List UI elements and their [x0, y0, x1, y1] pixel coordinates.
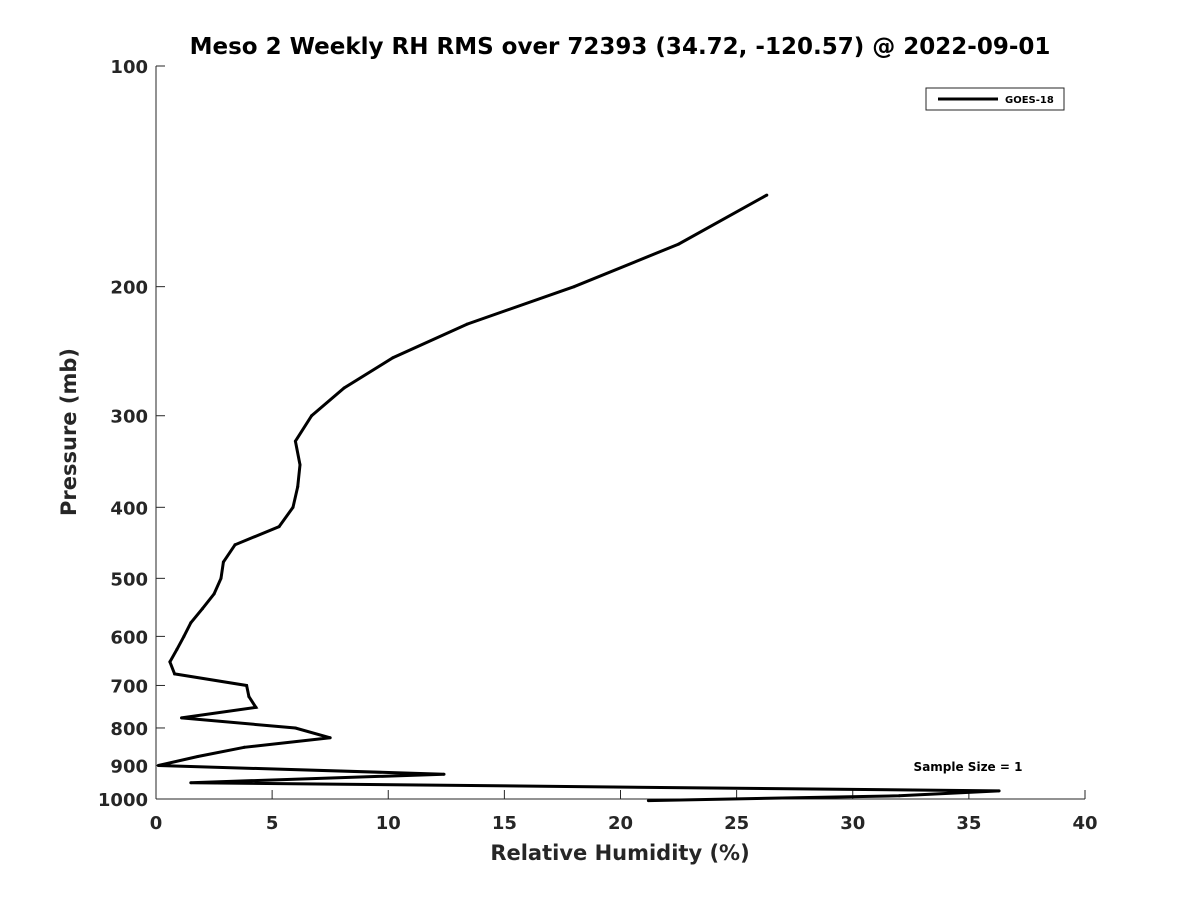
data-point	[200, 607, 204, 611]
y-tick-label: 600	[110, 627, 148, 648]
y-tick-label: 200	[110, 278, 148, 299]
x-tick-label: 25	[724, 813, 749, 834]
data-point	[897, 794, 901, 798]
data-point	[293, 439, 297, 443]
data-point	[677, 242, 681, 246]
data-point	[245, 684, 249, 687]
data-point	[168, 660, 172, 664]
data-point	[156, 764, 160, 767]
x-tick-label: 35	[956, 813, 981, 834]
data-point	[310, 414, 314, 418]
legend: GOES-18	[925, 87, 1065, 111]
data-point	[296, 485, 300, 489]
data-point	[293, 726, 297, 730]
data-point	[196, 755, 200, 758]
data-point	[242, 745, 246, 749]
x-tick-label: 40	[1072, 813, 1097, 834]
data-point	[391, 356, 395, 360]
y-tick-label: 400	[110, 498, 148, 519]
data-point	[233, 543, 237, 547]
data-point	[221, 560, 225, 564]
data-point	[247, 695, 251, 699]
data-point	[342, 386, 346, 390]
data-point	[189, 781, 193, 785]
data-point	[291, 505, 295, 509]
series-line-goes-18	[157, 193, 1000, 803]
data-point	[219, 576, 223, 580]
x-tick-label: 10	[376, 813, 401, 834]
data-point	[572, 285, 576, 289]
data-point	[465, 322, 469, 326]
x-tick-label: 0	[150, 813, 163, 834]
y-axis-label: Pressure (mb)	[57, 348, 81, 516]
chart-title: Meso 2 Weekly RH RMS over 72393 (34.72, …	[190, 34, 1051, 60]
data-point	[189, 621, 193, 625]
y-tick-label: 500	[110, 569, 148, 590]
x-tick-label: 20	[608, 813, 633, 834]
data-point	[298, 463, 302, 467]
data-point	[277, 525, 281, 529]
y-tick-label: 800	[110, 719, 148, 740]
y-tick-label: 700	[110, 676, 148, 697]
data-point	[328, 736, 332, 740]
data-point	[212, 592, 216, 596]
series-layer	[156, 193, 1001, 803]
sample-size-annotation: Sample Size = 1	[914, 760, 1023, 774]
x-tick-label: 15	[492, 813, 517, 834]
x-tick-label: 30	[840, 813, 865, 834]
data-point	[442, 772, 446, 776]
data-point	[182, 634, 186, 638]
legend-label-goes-18: GOES-18	[1005, 95, 1054, 106]
data-point	[765, 193, 769, 197]
data-point	[175, 647, 179, 651]
y-tick-label: 100	[110, 57, 148, 78]
data-point	[997, 789, 1001, 793]
data-point	[180, 716, 183, 720]
data-point	[646, 799, 650, 803]
y-tick-label: 900	[110, 756, 148, 777]
y-tick-label: 1000	[98, 790, 148, 811]
data-point	[254, 705, 258, 709]
x-axis-ticks: 0 5 10 15 20 25 30 35 40	[150, 790, 1098, 834]
plot-area: 0 5 10 15 20 25 30 35 40 100 200 300 400 500 600 700 80…	[98, 57, 1098, 834]
x-axis-label: Relative Humidity (%)	[490, 841, 749, 865]
x-tick-label: 5	[266, 813, 279, 834]
y-tick-label: 300	[110, 407, 148, 428]
y-axis-ticks: 100 200 300 400 500 600 700 800 900 1000	[98, 57, 165, 811]
data-point	[173, 672, 177, 676]
